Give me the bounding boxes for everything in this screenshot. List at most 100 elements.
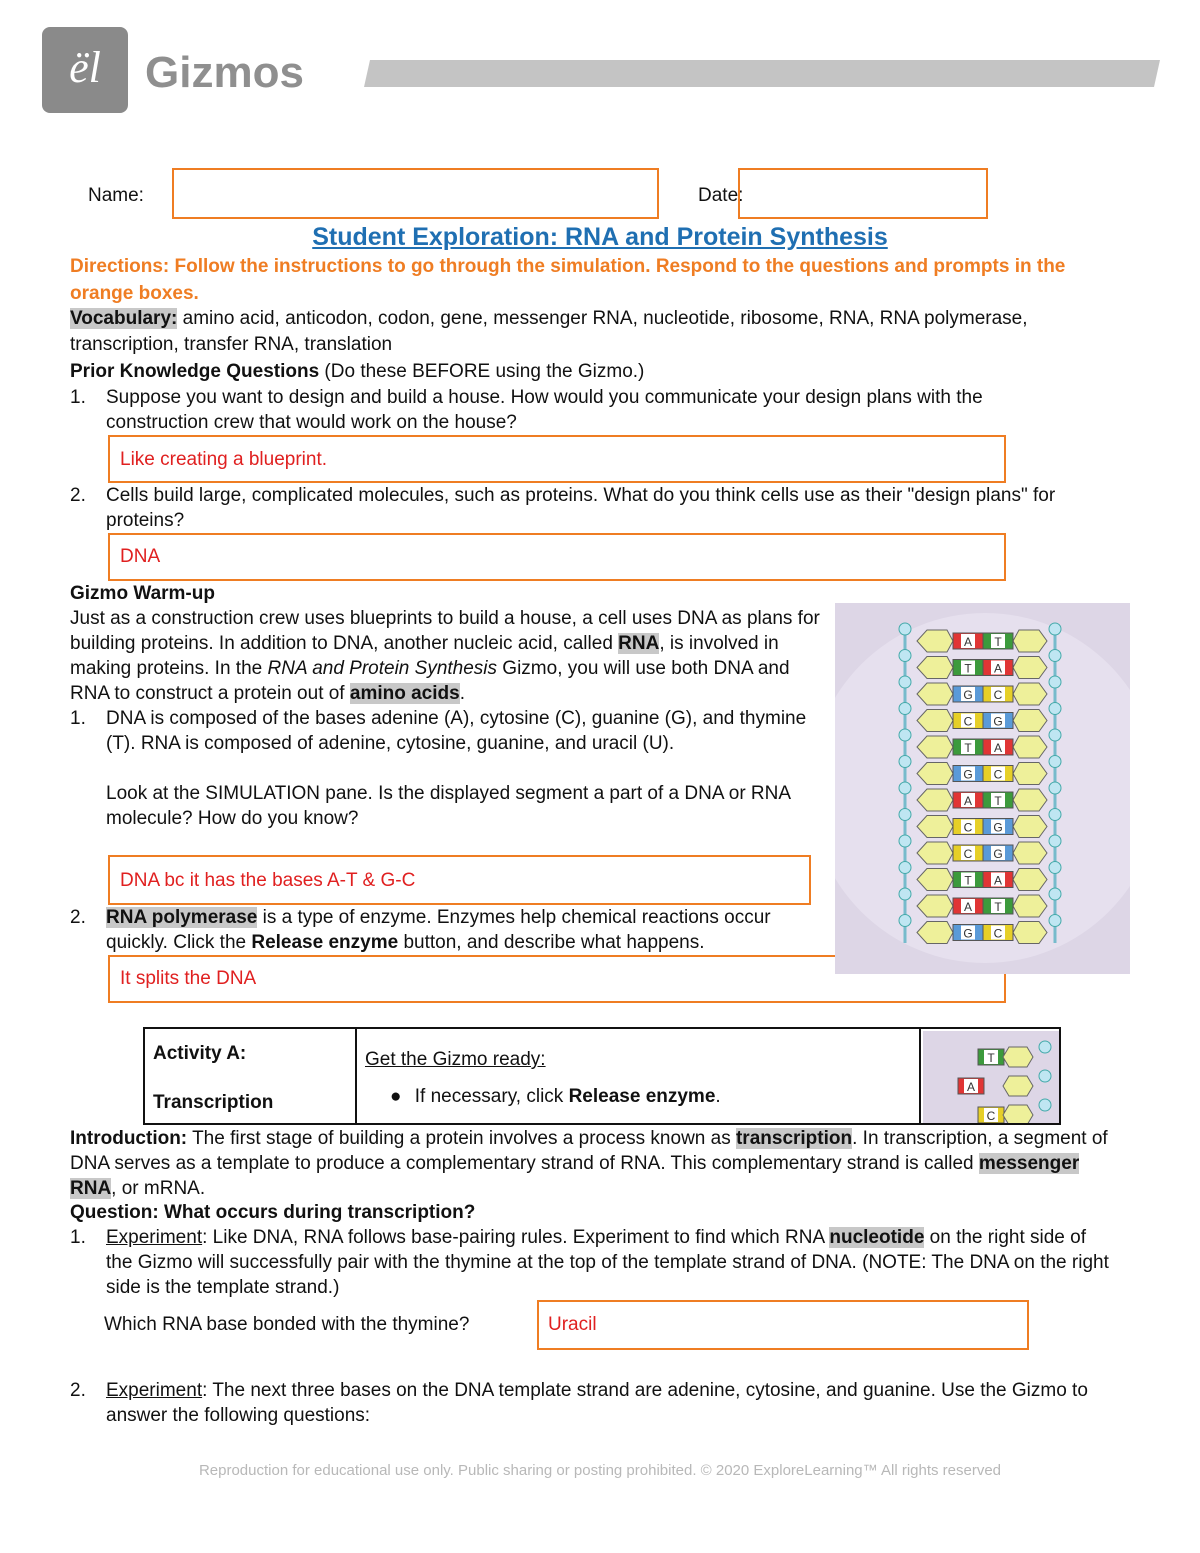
question-text: Experiment: Like DNA, RNA follows base-p…	[106, 1225, 1111, 1300]
base-letter: C	[994, 927, 1003, 941]
base-label-bg	[961, 740, 975, 754]
base-label-bg	[961, 687, 975, 701]
text: , is involved in making proteins. In the	[70, 633, 779, 679]
sugar	[1012, 815, 1048, 838]
text: .	[715, 1086, 721, 1107]
base-label-bg	[964, 1079, 978, 1093]
term: RNA polymerase	[106, 907, 258, 928]
term: amino acids	[349, 683, 460, 704]
answer: Like creating a blueprint.	[120, 449, 328, 470]
base-label-bg	[961, 819, 975, 834]
base-label-bg	[961, 846, 975, 860]
base-letter: C	[987, 1109, 996, 1123]
activity-label: Activity A:	[153, 1043, 247, 1064]
question-text: RNA polymerase is a type of enzyme. Enzy…	[106, 905, 826, 955]
base-letter: G	[993, 847, 1002, 861]
base-letter: G	[993, 715, 1002, 729]
base-label-bg	[991, 660, 1005, 675]
answer-box[interactable]	[108, 955, 1006, 1003]
phosphate	[898, 675, 912, 689]
answer-box[interactable]	[108, 435, 1006, 483]
phosphate	[898, 914, 912, 927]
base-letter: A	[994, 662, 1002, 676]
phosphate	[1048, 861, 1062, 874]
q-number: 2.	[70, 1380, 86, 1401]
vocab-text: amino acid, anticodon, codon, gene, mess…	[70, 308, 1028, 355]
text: Gizmo, you will use both DNA and RNA to …	[70, 658, 790, 704]
base-letter: G	[963, 768, 972, 782]
term: nucleotide	[829, 1227, 925, 1248]
button-name: Release enzyme	[568, 1086, 716, 1107]
base-label-bg	[991, 819, 1005, 834]
simulation-image: A TT AG CC GT AG CA TC GC GT AA TG C	[835, 603, 1130, 974]
label: Experiment	[106, 1227, 203, 1248]
question-text: Look at the SIMULATION pane. Is the disp…	[106, 783, 790, 829]
prompt: Which RNA base bonded with the thymine?	[104, 1314, 470, 1335]
base-label-bg	[961, 713, 975, 728]
phosphate	[898, 728, 912, 742]
base-label-bg	[991, 713, 1005, 728]
phosphate	[898, 702, 912, 715]
question-heading: Question: What occurs during transcripti…	[70, 1202, 476, 1223]
base-letter: A	[964, 635, 972, 649]
sugar	[1012, 868, 1048, 891]
base-letter: C	[964, 821, 973, 835]
sugar	[1012, 841, 1048, 865]
heading: Prior Knowledge Questions	[70, 361, 320, 382]
base-letter: A	[994, 874, 1002, 888]
base-label-bg	[991, 634, 1005, 648]
activity-image: T A C	[923, 1031, 1059, 1123]
base-letter: A	[967, 1080, 975, 1094]
footer: Reproduction for educational use only. P…	[198, 1462, 1002, 1479]
warmup-heading: Gizmo Warm-up	[70, 583, 215, 604]
base-letter: T	[994, 794, 1002, 808]
text: is a type of enzyme. Enzymes help chemic…	[106, 907, 771, 953]
sugar	[1012, 629, 1048, 653]
q-number: 1.	[70, 708, 86, 729]
activity-table: Activity A: Transcription Get the Gizmo …	[143, 1027, 1061, 1125]
term: transcription	[735, 1128, 853, 1149]
base-label-bg	[991, 846, 1005, 860]
gizmo-name: RNA and Protein Synthesis	[267, 658, 498, 679]
sugar	[1012, 735, 1048, 759]
base-letter: G	[963, 927, 972, 941]
sugar	[1012, 709, 1048, 732]
phosphate	[1038, 1098, 1052, 1112]
phosphate	[1048, 914, 1062, 927]
base-label-bg	[991, 925, 1005, 940]
sugar	[1012, 682, 1048, 706]
base-label-bg	[991, 793, 1005, 807]
text: button, and describe what happens.	[398, 932, 705, 953]
answer-box[interactable]	[108, 533, 1006, 581]
base-letter: T	[964, 874, 972, 888]
base-label-bg	[984, 1108, 998, 1122]
text: : Like DNA, RNA follows base-pairing rul…	[202, 1227, 830, 1248]
vocabulary: Vocabulary: amino acid, anticodon, codon…	[70, 306, 1060, 358]
phosphate	[1048, 728, 1062, 742]
base-letter: C	[964, 847, 973, 861]
base-label-bg	[961, 766, 975, 781]
q-number: 2.	[70, 485, 86, 506]
base-letter: T	[994, 900, 1002, 914]
base-label-bg	[991, 687, 1005, 701]
phosphate	[1048, 702, 1062, 715]
logo-mark: ël	[69, 43, 101, 92]
phosphate	[1038, 1069, 1052, 1083]
answer-box[interactable]	[537, 1300, 1029, 1350]
base-letter: A	[964, 794, 972, 808]
date-field[interactable]	[738, 168, 988, 219]
base-letter: T	[964, 662, 972, 676]
phosphate	[1048, 808, 1062, 821]
phosphate	[1048, 675, 1062, 689]
phosphate	[898, 808, 912, 821]
question-text: Experiment: The next three bases on the …	[106, 1378, 1106, 1428]
phosphate	[898, 622, 912, 636]
phosphate	[898, 861, 912, 874]
label: Experiment	[106, 1380, 203, 1401]
answer-box[interactable]	[108, 855, 811, 905]
name-field[interactable]	[172, 168, 659, 219]
sugar	[1012, 656, 1048, 679]
text: . In transcription, a segment of DNA ser…	[70, 1128, 1108, 1174]
vocab-label: Vocabulary:	[70, 308, 178, 329]
base-letter: A	[964, 900, 972, 914]
